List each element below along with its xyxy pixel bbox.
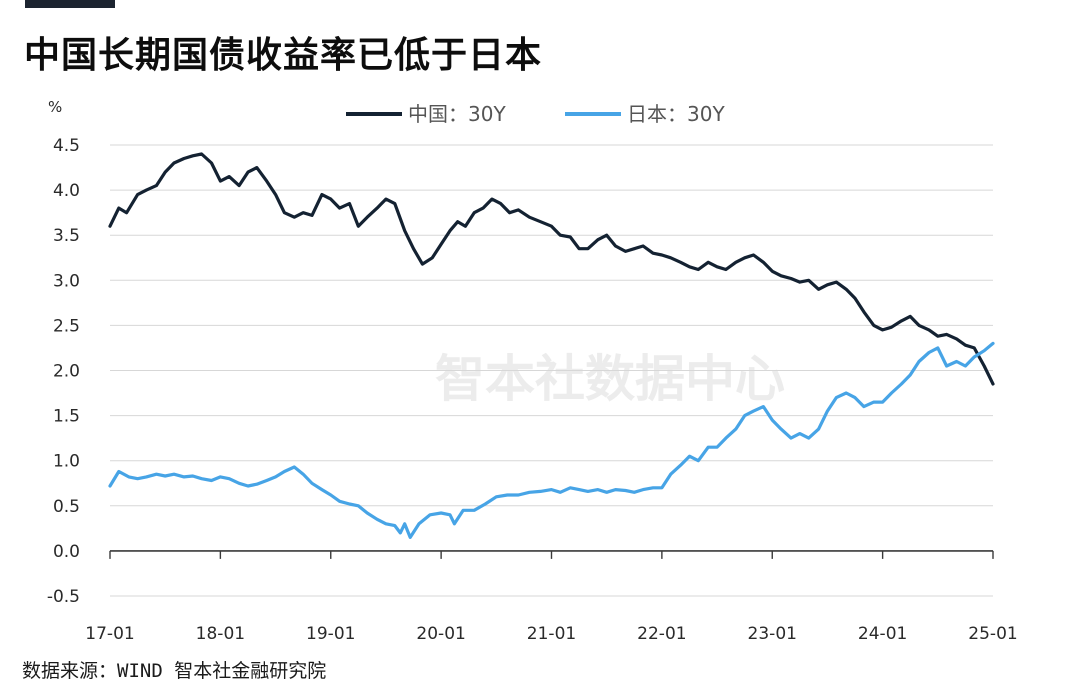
chart-title: 中国长期国债收益率已低于日本 <box>24 35 543 76</box>
watermark-text: 智本社数据中心 <box>435 350 785 408</box>
y-tick-label: 1.0 <box>53 452 80 472</box>
legend-label-china: 中国：30Y <box>408 102 506 126</box>
y-tick-label: 3.5 <box>53 226 80 246</box>
x-tick-label: 22-01 <box>637 624 686 644</box>
x-tick-label: 20-01 <box>416 624 465 644</box>
chart-area: 智本社数据中心 -0.5 0.0 0.5 1.0 1.5 2.0 2.5 3.0 3.5 4.0 4.… <box>0 90 1080 650</box>
y-tick-label: 4.5 <box>53 136 80 156</box>
y-tick-label: 4.0 <box>53 181 80 201</box>
y-tick-label: 0.0 <box>53 542 80 562</box>
y-axis-unit-label: % <box>48 98 62 116</box>
x-tick-label: 17-01 <box>85 624 134 644</box>
y-tick-label: 0.5 <box>53 497 80 517</box>
x-tick-label: 24-01 <box>858 624 907 644</box>
y-tick-label: 3.0 <box>53 271 80 291</box>
x-tick-label: 23-01 <box>748 624 797 644</box>
yield-line-chart: 智本社数据中心 -0.5 0.0 0.5 1.0 1.5 2.0 2.5 3.0 3.5 4.0 4.… <box>47 98 1018 644</box>
legend-label-japan: 日本：30Y <box>627 102 725 126</box>
x-tick-label: 18-01 <box>196 624 245 644</box>
y-tick-label: 2.5 <box>53 316 80 336</box>
x-tick-label: 25-01 <box>968 624 1017 644</box>
data-source-note: 数据来源：WIND 智本社金融研究院 <box>22 660 327 682</box>
title-accent-bar <box>25 0 115 8</box>
x-tick-label: 19-01 <box>306 624 355 644</box>
x-tick-label: 21-01 <box>527 624 576 644</box>
y-tick-label: -0.5 <box>47 587 80 607</box>
china-30y-line <box>108 152 995 386</box>
y-tick-label: 2.0 <box>53 362 80 382</box>
japan-30y-line <box>108 341 995 539</box>
y-tick-label: 1.5 <box>53 407 80 427</box>
